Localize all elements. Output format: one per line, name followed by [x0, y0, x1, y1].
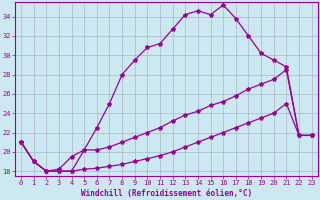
X-axis label: Windchill (Refroidissement éolien,°C): Windchill (Refroidissement éolien,°C) — [81, 189, 252, 198]
